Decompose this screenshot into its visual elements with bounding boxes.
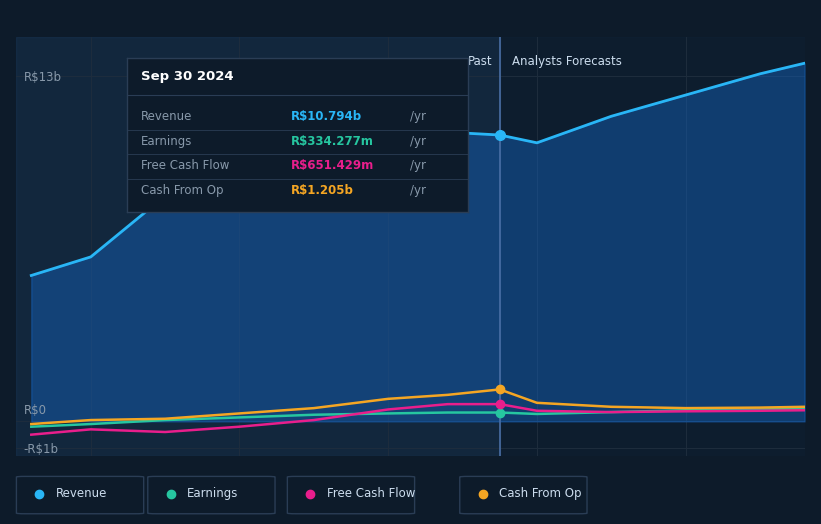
Text: Past: Past xyxy=(468,55,493,68)
Text: Analysts Forecasts: Analysts Forecasts xyxy=(511,55,621,68)
FancyBboxPatch shape xyxy=(460,476,587,514)
Text: /yr: /yr xyxy=(410,184,426,197)
FancyBboxPatch shape xyxy=(16,476,144,514)
Text: Free Cash Flow: Free Cash Flow xyxy=(327,487,415,500)
Text: /yr: /yr xyxy=(410,135,426,148)
Text: /yr: /yr xyxy=(410,110,426,123)
Text: Revenue: Revenue xyxy=(56,487,108,500)
Bar xyxy=(500,37,805,456)
Text: R$1.205b: R$1.205b xyxy=(291,184,354,197)
Text: R$334.277m: R$334.277m xyxy=(291,135,374,148)
FancyBboxPatch shape xyxy=(148,476,275,514)
Text: Revenue: Revenue xyxy=(141,110,192,123)
Text: R$10.794b: R$10.794b xyxy=(291,110,362,123)
Text: Earnings: Earnings xyxy=(141,135,192,148)
Text: R$0: R$0 xyxy=(24,403,47,417)
Text: R$651.429m: R$651.429m xyxy=(291,159,374,172)
Text: /yr: /yr xyxy=(410,159,426,172)
Text: -R$1b: -R$1b xyxy=(24,443,59,456)
Text: Cash From Op: Cash From Op xyxy=(499,487,581,500)
Text: R$13b: R$13b xyxy=(24,71,62,84)
Text: Cash From Op: Cash From Op xyxy=(141,184,223,197)
FancyBboxPatch shape xyxy=(287,476,415,514)
Bar xyxy=(16,37,500,456)
Text: Sep 30 2024: Sep 30 2024 xyxy=(141,70,233,83)
Text: Earnings: Earnings xyxy=(187,487,239,500)
Text: Free Cash Flow: Free Cash Flow xyxy=(141,159,229,172)
